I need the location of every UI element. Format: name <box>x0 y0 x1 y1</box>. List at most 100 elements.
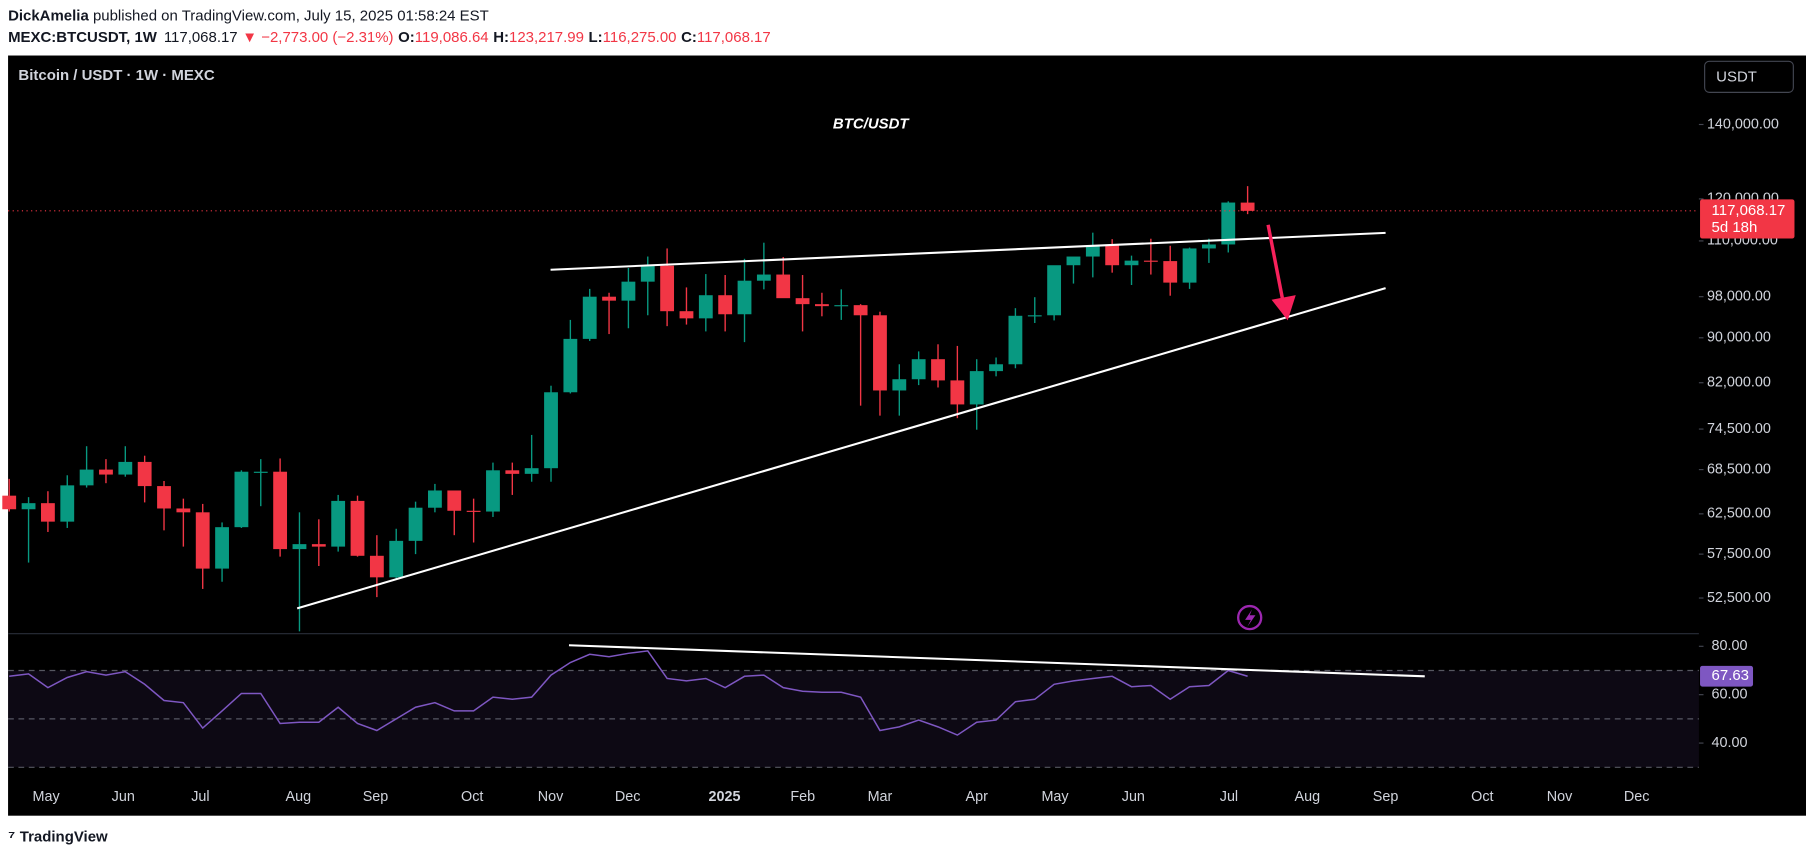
y-tick-label: 74,500.00 <box>1707 421 1771 437</box>
candle-body <box>1008 315 1023 365</box>
marks: 52,500.00 57,500.00 62,500.00 68,500.00 74,5… <box>2 116 1795 805</box>
candle-body <box>234 471 249 528</box>
candle-body <box>737 280 752 315</box>
rsi-label-box <box>1700 665 1754 687</box>
candle-body <box>892 379 907 391</box>
candle-body <box>505 470 520 474</box>
resistance-trendline <box>550 231 1386 271</box>
candle-body <box>950 380 965 405</box>
y-tick-label: 57,500.00 <box>1707 546 1771 562</box>
candle-body <box>776 274 791 299</box>
candle-body <box>292 544 307 550</box>
candle-body <box>369 555 384 578</box>
candle-body <box>195 512 210 569</box>
x-tick-label: Dec <box>615 789 641 805</box>
o-value: 119,086.64 <box>415 29 489 46</box>
x-tick-label: Mar <box>868 789 893 805</box>
x-tick-label: Feb <box>790 789 815 805</box>
c-value: 117,068.17 <box>697 29 771 46</box>
candle-body <box>1182 248 1197 283</box>
candle-body <box>408 507 423 541</box>
candle-body <box>989 364 1003 372</box>
candle-body <box>1047 265 1062 316</box>
l-label: L: <box>589 29 603 46</box>
candle-body <box>1124 260 1139 266</box>
alert-icon[interactable] <box>1237 604 1263 631</box>
down-arrow <box>1266 224 1296 321</box>
candle-body <box>698 295 713 319</box>
price-label-box <box>1700 199 1795 239</box>
candle-body <box>756 274 771 281</box>
candle-body <box>331 500 346 547</box>
candle-body <box>1143 260 1158 262</box>
candle-body <box>679 311 694 319</box>
x-tick-label: Apr <box>966 789 989 805</box>
published: published on TradingView.com, July 15, 2… <box>89 7 489 24</box>
x-tick-label: Dec <box>1624 789 1650 805</box>
c-label: C: <box>681 29 697 46</box>
candle-body <box>1085 245 1100 257</box>
candle-body <box>853 305 868 316</box>
author: DickAmelia <box>8 7 89 24</box>
candle-body <box>718 295 733 315</box>
y-tick-label: 68,500.00 <box>1707 461 1771 477</box>
currency: USDT <box>1716 68 1757 85</box>
candle-body <box>486 470 500 512</box>
candle-body <box>1105 245 1120 266</box>
x-tick-label: Jun <box>1122 789 1145 805</box>
candle-body <box>2 495 17 510</box>
candle-body <box>273 471 288 550</box>
o-label: O: <box>398 29 415 46</box>
rsi-label: 67.63 <box>1712 667 1749 684</box>
x-tick-label: May <box>32 789 60 805</box>
x-tick-label: Sep <box>363 789 389 805</box>
last: 117,068.17 <box>164 29 238 46</box>
rsi-trendline <box>568 644 1425 678</box>
candle-body <box>79 469 94 486</box>
x-tick-label: Jul <box>191 789 209 805</box>
candle-body <box>1163 261 1178 283</box>
symbol-line: MEXC:BTCUSDT, 1W 117,068.17 ▼ −2,773.00 (−… <box>8 29 771 46</box>
candle-body <box>60 485 75 522</box>
chart-area <box>8 55 1806 816</box>
y-tick-label: 82,000.00 <box>1707 375 1771 391</box>
candle-body <box>447 490 462 511</box>
candle-body <box>834 305 849 307</box>
pane-title: Bitcoin / USDT · 1W · MEXC <box>18 67 214 84</box>
y-tick-label: 60.00 <box>1712 686 1748 702</box>
candle-body <box>118 461 133 475</box>
publish-line: DickAmelia published on TradingView.com,… <box>8 7 489 24</box>
x-tick-label: 2025 <box>708 789 740 805</box>
candle-body <box>640 265 655 282</box>
candle-body <box>311 544 326 547</box>
candle-body <box>795 298 810 305</box>
candle-body <box>660 265 675 312</box>
symbol: MEXC:BTCUSDT, 1W <box>8 29 158 46</box>
candle-body <box>1240 202 1255 211</box>
candle-body <box>350 500 365 556</box>
countdown: 5d 18h <box>1712 219 1758 236</box>
y-tick-label: 80.00 <box>1712 638 1748 654</box>
rsi-line <box>9 650 1248 736</box>
y-tick-label: 40.00 <box>1712 735 1748 751</box>
chart-title: BTC/USDT <box>833 116 911 133</box>
candle-body <box>157 486 171 509</box>
candle-body <box>621 281 636 301</box>
currency-button[interactable] <box>1704 60 1794 93</box>
x-tick-label: Jul <box>1220 789 1238 805</box>
support-trendline <box>296 287 1386 610</box>
candle-body <box>911 359 926 380</box>
candle-body <box>873 315 887 391</box>
x-tick-label: May <box>1041 789 1069 805</box>
candle-body <box>602 296 616 301</box>
x-tick-label: Oct <box>461 789 483 805</box>
brand: ⁷ TradingView <box>8 826 108 846</box>
h-label: H: <box>493 29 509 46</box>
candle-body <box>99 469 113 475</box>
x-tick-label: Nov <box>538 789 564 805</box>
candle-body <box>253 471 268 473</box>
candle-body <box>524 468 539 474</box>
change: ▼ −2,773.00 (−2.31%) <box>242 29 393 46</box>
x-tick-label: Aug <box>1294 789 1320 805</box>
